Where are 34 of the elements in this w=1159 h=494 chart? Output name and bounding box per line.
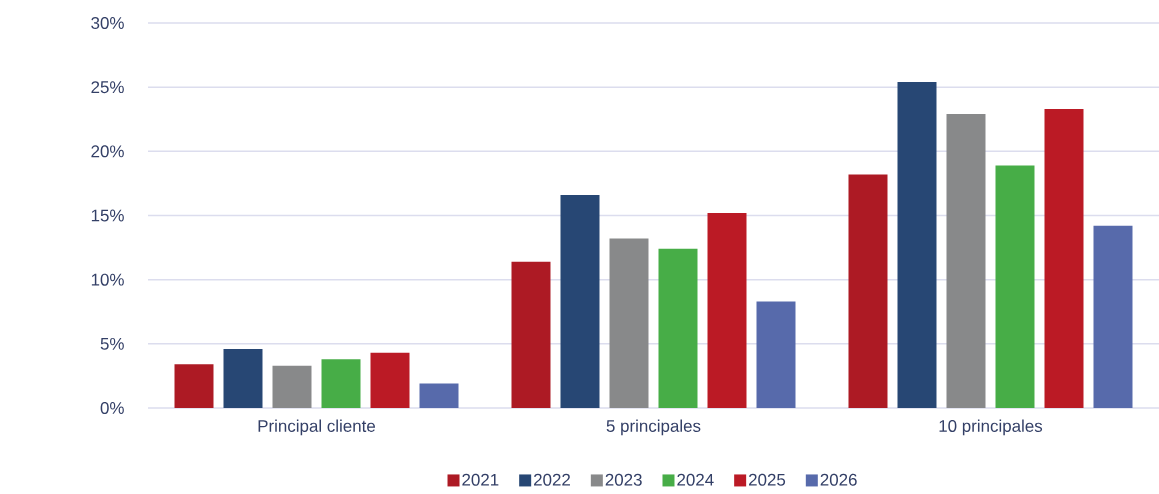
- legend-label: 2024: [677, 473, 714, 486]
- y-tick-label: 0%: [100, 402, 124, 414]
- y-tick-label: 15%: [91, 209, 124, 222]
- y-tick-label: 30%: [91, 17, 124, 29]
- legend-label: 2022: [534, 473, 570, 486]
- bar: [223, 348, 263, 408]
- bar: [511, 261, 551, 408]
- x-tick-label: Principal cliente: [258, 419, 376, 436]
- legend-label: 2023: [605, 473, 642, 486]
- y-tick-label: 25%: [91, 81, 124, 94]
- bar: [370, 352, 410, 408]
- x-tick-label: 5 principales: [606, 419, 701, 436]
- legend-label: 2021: [462, 473, 499, 486]
- legend-label: 2026: [820, 473, 857, 486]
- y-tick-label: 10%: [91, 273, 124, 286]
- bar: [321, 359, 361, 408]
- bar: [174, 364, 214, 408]
- bar: [272, 365, 312, 408]
- y-tick-label: 20%: [91, 145, 124, 158]
- bar: [995, 165, 1035, 408]
- bar: [897, 82, 937, 408]
- bar: [609, 238, 649, 408]
- y-tick-label: 5%: [100, 337, 124, 350]
- bar: [756, 301, 796, 408]
- bar: [848, 174, 888, 408]
- bar: [946, 114, 986, 408]
- bar: [707, 212, 747, 408]
- bar: [1093, 225, 1133, 408]
- legend-label: 2025: [749, 473, 786, 486]
- bar: [560, 194, 600, 408]
- bar: [419, 383, 459, 408]
- x-tick-label: 10 principales: [939, 419, 1043, 436]
- bar: [658, 248, 698, 408]
- bar: [1044, 108, 1084, 408]
